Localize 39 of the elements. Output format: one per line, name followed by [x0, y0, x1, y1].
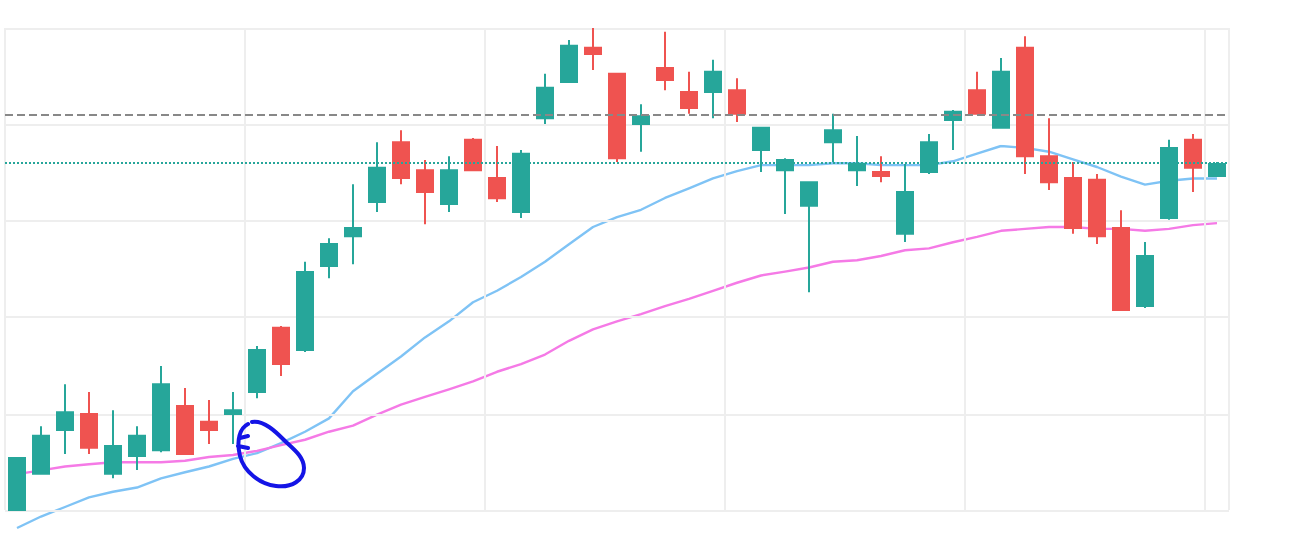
candlestick — [656, 30, 674, 92]
candlestick — [272, 324, 290, 377]
candlestick — [56, 383, 74, 456]
candlestick — [248, 345, 266, 400]
candlestick — [704, 58, 722, 120]
candlestick — [608, 72, 626, 163]
candlestick — [320, 237, 338, 280]
candlestick — [1136, 241, 1154, 310]
candlestick — [584, 27, 602, 71]
candlestick — [488, 145, 506, 203]
candlestick — [176, 387, 194, 456]
candlestick — [152, 364, 170, 454]
candlestick — [1064, 161, 1082, 235]
candlestick — [992, 56, 1010, 129]
candlestick — [1112, 209, 1130, 311]
candlestick — [968, 70, 986, 115]
candlestick — [8, 456, 26, 511]
candlestick — [1184, 133, 1202, 193]
candlestick — [1016, 35, 1034, 176]
candlestick — [392, 129, 410, 186]
candlestick — [104, 409, 122, 480]
candlestick — [32, 425, 50, 475]
candlestick — [1088, 173, 1106, 245]
candlestick — [872, 155, 890, 184]
candlestick — [416, 159, 434, 226]
candlestick — [224, 390, 242, 445]
candlestick — [560, 39, 578, 83]
candlestick — [296, 260, 314, 353]
candlestick — [80, 390, 98, 456]
candlestick — [464, 136, 482, 172]
candlestick — [128, 425, 146, 471]
candlestick — [632, 103, 650, 153]
candlestick — [680, 70, 698, 115]
candlestick — [1040, 117, 1058, 191]
candlestick — [728, 77, 746, 123]
candlestick — [344, 183, 362, 266]
candlestick — [536, 72, 554, 125]
candlestick — [200, 399, 218, 445]
candlestick — [800, 181, 818, 294]
